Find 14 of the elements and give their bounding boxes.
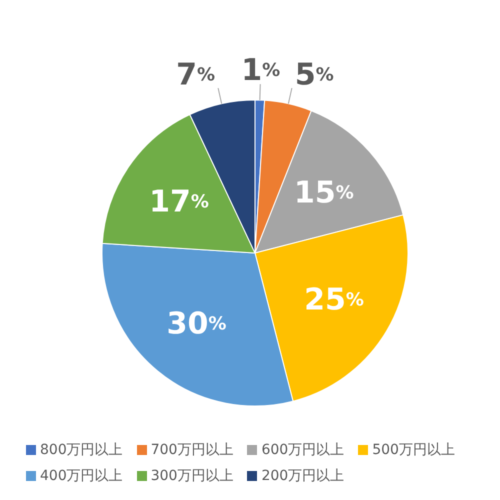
legend-label: 300万円以上 <box>150 467 234 486</box>
data-label: 1% <box>241 52 280 88</box>
data-label: 25% <box>304 282 364 318</box>
legend-label: 800万円以上 <box>39 441 123 460</box>
data-label: 7% <box>176 56 216 92</box>
legend-label: 500万円以上 <box>371 441 455 460</box>
legend-label: 200万円以上 <box>260 467 344 486</box>
data-label: 17% <box>149 184 209 219</box>
legend-label: 700万円以上 <box>150 441 234 460</box>
data-label: 5% <box>294 56 334 92</box>
legend-label: 400万円以上 <box>39 467 123 486</box>
data-label: 30% <box>166 306 226 342</box>
data-label: 15% <box>294 174 354 210</box>
legend-label: 600万円以上 <box>260 441 344 460</box>
